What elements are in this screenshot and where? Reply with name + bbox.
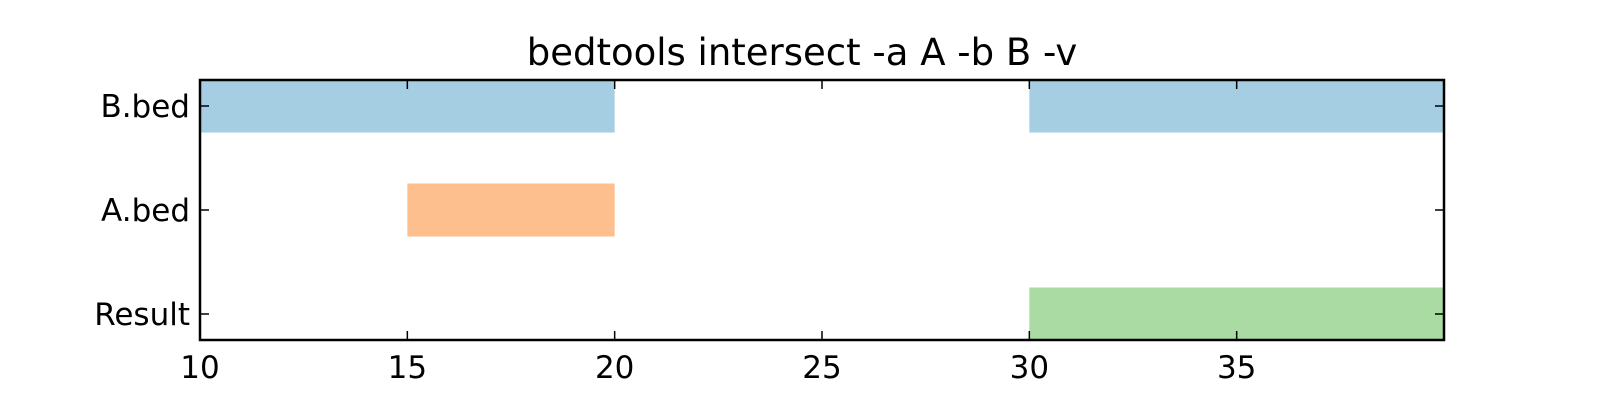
x-tick-label: 15 xyxy=(388,350,427,386)
bars-layer xyxy=(200,79,1444,341)
x-tick-label: 25 xyxy=(802,350,841,386)
x-tick-label: 10 xyxy=(180,350,219,386)
ticks-layer: B.bed A.bed Result 10 15 20 25 30 35 xyxy=(94,80,1444,386)
interval-bar-a-bed-1 xyxy=(407,183,615,237)
x-tick-label: 30 xyxy=(1010,350,1049,386)
chart-title: bedtools intersect -a A -b B -v xyxy=(527,31,1078,74)
x-tick-label: 35 xyxy=(1217,350,1256,386)
x-tick-label: 20 xyxy=(595,350,634,386)
y-tick-label: B.bed xyxy=(100,89,190,125)
y-tick-label: Result xyxy=(94,297,190,333)
y-tick-label: A.bed xyxy=(101,193,190,229)
plot-frame xyxy=(198,78,1446,342)
